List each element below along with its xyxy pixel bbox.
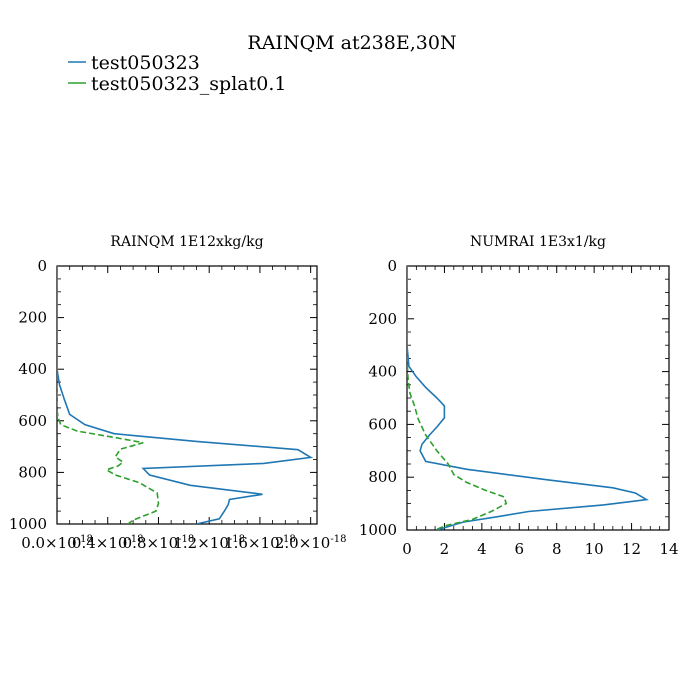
y-tick-label: 800	[368, 468, 397, 486]
y-tick-label: 600	[18, 412, 47, 430]
y-tick-label: 200	[18, 309, 47, 327]
series-line-test050323	[57, 266, 314, 524]
series-line-test050323	[407, 266, 649, 530]
x-tick-label: 0	[402, 540, 412, 558]
y-tick-label: 200	[368, 310, 397, 328]
legend: test050323 test050323_splat0.1	[68, 52, 286, 95]
panel-rainqm: RAINQM 1E12xkg/kg 0 200 400 600 800 10000.0×10…	[9, 234, 347, 552]
x-tick-label: 1.2×10-18	[173, 534, 245, 552]
x-tick-label: 0.4×10-18	[72, 534, 144, 552]
series-line-splat0-1	[407, 266, 508, 530]
x-tick-label: 2.0×10-18	[275, 534, 347, 552]
y-tick-label: 1000	[359, 521, 397, 539]
y-tick-label: 400	[368, 363, 397, 381]
series-line-splat0-1	[57, 266, 160, 524]
x-tick-label: 6	[515, 540, 525, 558]
x-tick-label: 2	[440, 540, 450, 558]
x-tick-label: 1.6×10-18	[224, 534, 296, 552]
plot-frame	[406, 265, 670, 531]
y-tick-label: 800	[18, 463, 47, 481]
y-tick-label: 0	[37, 257, 47, 275]
figure-title: RAINQM at238E,30N	[247, 32, 456, 54]
panel-title: RAINQM 1E12xkg/kg	[110, 234, 263, 250]
y-tick-label: 1000	[9, 515, 47, 533]
x-tick-label: 12	[622, 540, 641, 558]
x-tick-label: 0.8×10-18	[123, 534, 195, 552]
panel-numrai: NUMRAI 1E3x1/kg 0 200 400 600 800 1000 0 2 4 6 8 10 1…	[359, 234, 679, 558]
x-tick-label: 4	[477, 540, 487, 558]
x-tick-label: 10	[585, 540, 604, 558]
legend-label-1: test050323	[91, 52, 200, 74]
x-tick-label: 0.0×10-18	[21, 534, 93, 552]
y-tick-label: 400	[18, 360, 47, 378]
x-tick-label: 14	[659, 540, 678, 558]
panel-title: NUMRAI 1E3x1/kg	[470, 234, 606, 250]
legend-label-2: test050323_splat0.1	[91, 73, 286, 95]
x-tick-label: 8	[552, 540, 562, 558]
y-tick-label: 600	[368, 415, 397, 433]
y-tick-label: 0	[387, 257, 397, 275]
